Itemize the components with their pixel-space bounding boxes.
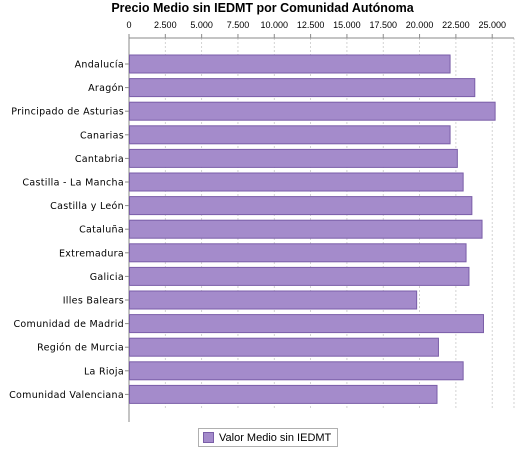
- x-tick-label: 5.000: [190, 20, 213, 30]
- category-label: Aragón: [88, 83, 124, 94]
- x-tick-label: 22.500: [442, 20, 470, 30]
- category-label: Galicia: [90, 272, 124, 283]
- bar: [129, 314, 484, 334]
- legend-label: Valor Medio sin IEDMT: [219, 431, 332, 444]
- legend: Valor Medio sin IEDMT: [198, 428, 339, 447]
- bar: [129, 361, 464, 381]
- x-tick-label: 25.000: [478, 20, 506, 30]
- bar: [129, 243, 467, 263]
- bar: [129, 78, 476, 98]
- category-label: Cataluña: [79, 225, 124, 236]
- x-tick-label: 0: [126, 20, 131, 30]
- category-label: Canarias: [80, 130, 124, 141]
- category-label: Región de Murcia: [37, 343, 124, 354]
- bar: [129, 148, 458, 168]
- bar: [129, 54, 451, 74]
- bar: [129, 337, 439, 357]
- category-label: Castilla - La Mancha: [22, 178, 124, 189]
- bar: [129, 125, 451, 145]
- x-tick-label: 2.500: [154, 20, 177, 30]
- bar: [129, 266, 470, 286]
- category-label: Principado de Asturias: [11, 107, 124, 118]
- bar: [129, 290, 418, 310]
- bar: [129, 219, 483, 239]
- x-tick-label: 15.000: [333, 20, 361, 30]
- category-label: Castilla y León: [50, 201, 124, 212]
- bar: [129, 172, 464, 192]
- x-tick-label: 12.500: [297, 20, 325, 30]
- category-label: Illes Balears: [63, 296, 124, 307]
- category-label: La Rioja: [84, 366, 124, 377]
- bar: [129, 384, 438, 404]
- category-label: Cantabria: [75, 154, 124, 165]
- category-label: Extremadura: [59, 248, 124, 259]
- x-tick-label: 20.000: [406, 20, 434, 30]
- category-label: Andalucía: [75, 60, 124, 71]
- legend-swatch: [203, 432, 214, 443]
- x-tick-label: 10.000: [261, 20, 289, 30]
- category-label: Comunidad Valenciana: [9, 390, 124, 401]
- x-tick-label: 7.500: [227, 20, 250, 30]
- x-tick-label: 17.500: [369, 20, 397, 30]
- chart-title: Precio Medio sin IEDMT por Comunidad Aut…: [111, 1, 414, 15]
- category-label: Comunidad de Madrid: [13, 319, 124, 330]
- bar: [129, 101, 496, 121]
- bar: [129, 196, 473, 216]
